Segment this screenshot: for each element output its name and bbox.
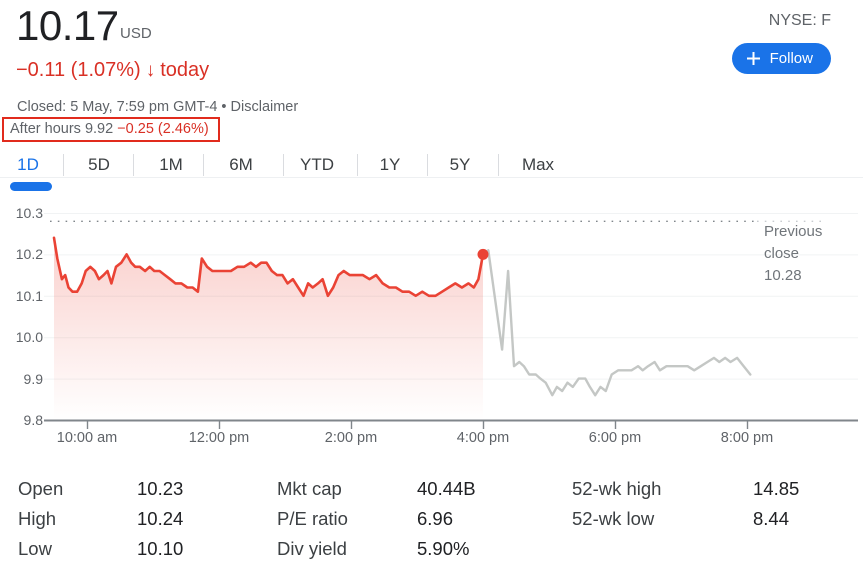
stat-label: Open xyxy=(18,478,64,499)
exchange-ticker: NYSE: F xyxy=(768,12,831,29)
stat-row-pe-ratio: P/E ratio 6.96 xyxy=(277,504,557,534)
price-change-value: −0.11 (1.07%) xyxy=(16,59,141,81)
stat-value: 10.24 xyxy=(137,508,184,529)
stat-row-high: High 10.24 xyxy=(18,504,268,534)
y-axis-tick-label: 10.2 xyxy=(15,246,43,263)
price-change-period: today xyxy=(160,59,210,81)
tab-divider xyxy=(498,154,499,176)
stat-row-open: Open 10.23 xyxy=(18,474,268,504)
price-change-line: −0.11 (1.07%) ↓ today xyxy=(16,59,209,82)
tab-5y[interactable]: 5Y xyxy=(449,155,471,174)
x-axis-tick-label: 10:00 am xyxy=(56,430,118,446)
x-axis-tick-label: 2:00 pm xyxy=(324,430,378,446)
previous-close-value: 10.28 xyxy=(764,267,802,284)
stat-row-52wk-high: 52-wk high 14.85 xyxy=(572,474,857,504)
stock-price: 10.17 xyxy=(16,2,119,49)
tab-ytd[interactable]: YTD xyxy=(300,155,334,174)
after-hours-highlight-box: After hours 9.92 −0.25 (2.46%) xyxy=(2,117,220,142)
plus-icon xyxy=(746,52,760,65)
bullet-separator: • xyxy=(221,99,227,115)
tab-1m[interactable]: 1M xyxy=(159,155,183,174)
stat-value: 6.96 xyxy=(417,508,454,529)
stat-row-52wk-low: 52-wk low 8.44 xyxy=(572,504,857,534)
x-axis-tick-label: 4:00 pm xyxy=(456,430,510,446)
tab-divider xyxy=(133,154,134,176)
stat-value: 14.85 xyxy=(753,478,800,499)
selected-tab-indicator xyxy=(10,182,52,191)
stats-column-1: Open 10.23 High 10.24 Low 10.10 xyxy=(18,474,268,561)
stat-row-mkt-cap: Mkt cap 40.44B xyxy=(277,474,557,504)
stats-column-2: Mkt cap 40.44B P/E ratio 6.96 Div yield … xyxy=(277,474,557,561)
tab-divider xyxy=(427,154,428,176)
stat-label: P/E ratio xyxy=(277,508,348,529)
stat-label: High xyxy=(18,508,57,529)
stat-label: 52-wk low xyxy=(572,508,655,529)
tab-1y[interactable]: 1Y xyxy=(379,155,401,174)
tab-5d[interactable]: 5D xyxy=(88,155,110,174)
stat-value: 40.44B xyxy=(417,478,476,499)
after-hours-label: After hours xyxy=(10,121,81,137)
stat-row-div-yield: Div yield 5.90% xyxy=(277,534,557,561)
after-hours-price: 9.92 xyxy=(84,121,114,137)
currency-label: USD xyxy=(120,25,152,42)
stat-label: Mkt cap xyxy=(277,478,342,499)
tab-divider xyxy=(357,154,358,176)
stat-value: 5.90% xyxy=(417,538,470,559)
follow-button-label: Follow xyxy=(769,50,813,67)
arrow-down-icon: ↓ xyxy=(145,59,156,81)
market-status-text: Closed: 5 May, 7:59 pm GMT-4 xyxy=(17,99,218,115)
stat-label: Div yield xyxy=(277,538,347,559)
tab-divider xyxy=(203,154,204,176)
y-axis-tick-label: 9.8 xyxy=(23,412,43,428)
stat-value: 10.10 xyxy=(137,538,184,559)
tab-1d[interactable]: 1D xyxy=(17,155,39,174)
market-status-line: Closed: 5 May, 7:59 pm GMT-4 • Disclaime… xyxy=(17,99,298,115)
tab-6m[interactable]: 6M xyxy=(229,155,253,174)
previous-close-annotation: Previous close 10.28 xyxy=(764,221,840,287)
follow-button[interactable]: Follow xyxy=(731,43,831,74)
x-axis-tick-label: 6:00 pm xyxy=(588,430,642,446)
y-axis-tick-label: 10.1 xyxy=(15,287,43,304)
y-axis-tick-label: 10.3 xyxy=(15,205,43,221)
stat-row-low: Low 10.10 xyxy=(18,534,268,561)
y-axis-tick-label: 9.9 xyxy=(23,370,43,387)
x-axis-tick-label: 8:00 pm xyxy=(720,430,774,446)
disclaimer-link[interactable]: Disclaimer xyxy=(230,99,299,115)
stats-column-3: 52-wk high 14.85 52-wk low 8.44 xyxy=(572,474,857,534)
tab-divider xyxy=(283,154,284,176)
x-axis-tick-label: 12:00 pm xyxy=(188,430,250,446)
y-axis-tick-label: 10.0 xyxy=(15,329,43,346)
stat-value: 8.44 xyxy=(753,508,790,529)
tab-max[interactable]: Max xyxy=(521,155,555,174)
stat-label: Low xyxy=(18,538,52,559)
stat-label: 52-wk high xyxy=(572,478,662,499)
previous-close-label: Previous close xyxy=(764,223,823,262)
stat-value: 10.23 xyxy=(137,478,184,499)
tabs-bottom-border xyxy=(0,177,863,178)
tab-divider xyxy=(63,154,64,176)
after-hours-change: −0.25 (2.46%) xyxy=(117,121,209,137)
